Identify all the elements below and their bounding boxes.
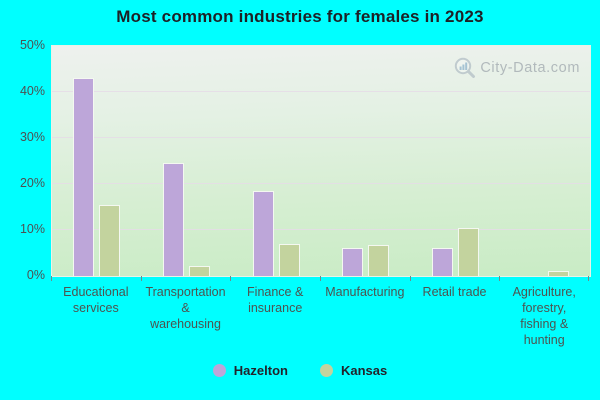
legend-swatch-hazelton: [212, 364, 226, 377]
bar-kansas: [368, 245, 390, 276]
x-axis-ticks: [51, 276, 589, 282]
watermark-text: City-Data.com: [480, 60, 580, 76]
legend-item-hazelton: Hazelton: [212, 363, 288, 378]
bar-kansas: [189, 265, 210, 276]
x-axis-label: Educational services: [63, 285, 129, 315]
legend-label: Hazelton: [233, 363, 288, 378]
x-tick: [320, 276, 321, 281]
bar-group: [142, 46, 232, 276]
bar-kansas: [458, 227, 480, 276]
legend-swatch-kansas: [319, 364, 333, 377]
bar-hazelton: [252, 190, 274, 276]
bar-group: [321, 46, 411, 276]
y-axis-label: 50%: [19, 38, 45, 52]
bar-hazelton: [432, 248, 454, 276]
x-tick: [141, 276, 142, 281]
y-axis-label: 0%: [26, 268, 45, 282]
gridline: [52, 91, 590, 92]
bar-group: [500, 46, 590, 276]
x-tick: [588, 276, 589, 281]
y-axis-label: 40%: [19, 84, 45, 98]
x-tick: [410, 276, 411, 281]
x-axis-label: Finance & insurance: [247, 285, 304, 315]
bar-group: [411, 46, 501, 276]
y-axis-label: 30%: [19, 130, 45, 144]
gridline: [52, 137, 590, 138]
x-axis-label: Transportation & warehousing: [145, 285, 226, 331]
bar-groups: [52, 46, 590, 276]
bar-kansas: [278, 243, 300, 276]
chart-title: Most common industries for females in 20…: [116, 7, 484, 26]
x-tick: [230, 276, 231, 281]
x-axis-label: Retail trade: [422, 285, 487, 299]
x-axis-label: Agriculture, forestry, fishing & hunting: [512, 285, 576, 347]
legend: Hazelton Kansas: [0, 363, 600, 378]
y-axis-label: 10%: [19, 222, 45, 236]
gridline: [52, 229, 590, 230]
x-tick: [499, 276, 500, 281]
magnifier-bar-chart-icon: [453, 56, 477, 80]
bar-hazelton: [163, 163, 184, 276]
legend-item-kansas: Kansas: [319, 363, 388, 378]
watermark: City-Data.com: [453, 56, 580, 80]
plot-area: City-Data.com: [51, 45, 591, 277]
x-axis-label: Manufacturing: [325, 285, 405, 299]
x-tick: [51, 276, 52, 281]
x-axis-labels: Educational services Transportation & war…: [51, 284, 589, 348]
bar-kansas: [547, 271, 569, 276]
bar-group: [52, 46, 142, 276]
gridline: [52, 183, 590, 184]
bar-hazelton: [342, 248, 364, 276]
y-axis-label: 20%: [19, 176, 45, 190]
legend-label: Kansas: [340, 363, 388, 378]
bar-kansas: [99, 204, 121, 276]
bar-group: [231, 46, 321, 276]
bar-hazelton: [73, 78, 95, 276]
